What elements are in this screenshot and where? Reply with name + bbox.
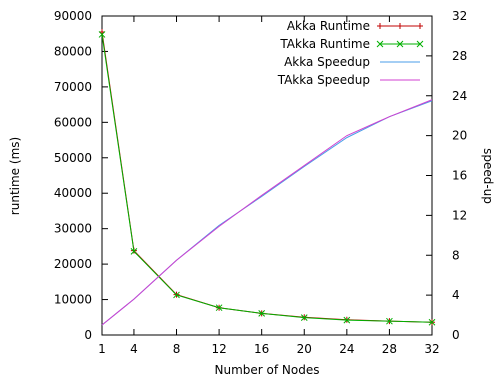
y-tick-label: 20000 bbox=[54, 257, 92, 271]
series-line bbox=[101, 99, 433, 326]
series-line bbox=[101, 34, 433, 323]
x-tick-label: 8 bbox=[173, 342, 181, 356]
axes: 1 4 8 12 16 20 24 28 32 0 10000 20000 30000 40000 5000… bbox=[54, 9, 467, 356]
legend-label: TAkka Speedup bbox=[277, 73, 370, 87]
y2-tick-label: 32 bbox=[452, 9, 467, 23]
x-tick-label: 12 bbox=[211, 342, 226, 356]
data-point-x bbox=[386, 317, 393, 325]
legend-label: TAkka Runtime bbox=[279, 37, 370, 51]
y2-tick-label: 4 bbox=[452, 288, 460, 302]
y-tick-label: 50000 bbox=[54, 151, 92, 165]
data-point-plus bbox=[417, 23, 423, 29]
x-tick-label: 1 bbox=[98, 342, 106, 356]
x-axis-title: Number of Nodes bbox=[215, 363, 320, 377]
plot-frame bbox=[101, 15, 433, 336]
y2-tick-label: 16 bbox=[452, 169, 467, 183]
y-tick-label: 70000 bbox=[54, 80, 92, 94]
y-tick-label: 40000 bbox=[54, 186, 92, 200]
y2-tick-label: 28 bbox=[452, 49, 467, 63]
legend: Akka Runtime TAkka Runtime Akka Speedup TAk… bbox=[277, 19, 424, 87]
data-point-x bbox=[300, 314, 308, 321]
y2-tick-label: 0 bbox=[452, 328, 460, 342]
series-line bbox=[101, 100, 433, 326]
series-takka-runtime bbox=[98, 31, 436, 326]
y2-tick-label: 20 bbox=[452, 129, 467, 143]
x-tick-label: 28 bbox=[382, 342, 397, 356]
legend-label: Akka Runtime bbox=[287, 19, 370, 33]
legend-label: Akka Speedup bbox=[284, 55, 370, 69]
series-lines bbox=[98, 28, 436, 326]
x-tick-label: 20 bbox=[297, 342, 312, 356]
y-tick-label: 0 bbox=[84, 328, 92, 342]
y-tick-label: 10000 bbox=[54, 293, 92, 307]
x-tick-label: 16 bbox=[254, 342, 269, 356]
data-point-x bbox=[428, 318, 436, 326]
data-point-plus bbox=[377, 23, 383, 29]
y2-axis-title: speed-up bbox=[481, 148, 495, 204]
data-point-x bbox=[130, 247, 138, 255]
series-akka-speedup bbox=[101, 100, 433, 326]
series-takka-speedup bbox=[101, 99, 433, 326]
data-point-x bbox=[98, 31, 106, 38]
y-tick-label: 90000 bbox=[54, 9, 92, 23]
y-axis-title: runtime (ms) bbox=[8, 137, 22, 215]
series-akka-runtime bbox=[99, 28, 435, 326]
data-point-x bbox=[173, 291, 180, 299]
x-tick-label: 24 bbox=[339, 342, 354, 356]
y-tick-label: 80000 bbox=[54, 44, 92, 58]
data-point-x bbox=[343, 316, 351, 324]
data-point-x bbox=[258, 310, 266, 317]
data-point-x bbox=[396, 40, 404, 48]
data-point-x bbox=[376, 40, 384, 48]
x-tick-label: 32 bbox=[424, 342, 439, 356]
y2-tick-label: 24 bbox=[452, 89, 467, 103]
data-point-plus bbox=[397, 23, 403, 29]
data-point-x bbox=[215, 304, 223, 312]
data-point-x bbox=[416, 40, 424, 48]
series-line bbox=[101, 31, 433, 323]
y-tick-label: 30000 bbox=[54, 222, 92, 236]
x-tick-label: 4 bbox=[130, 342, 138, 356]
y-tick-label: 60000 bbox=[54, 115, 92, 129]
y2-tick-label: 12 bbox=[452, 208, 467, 222]
y2-tick-label: 8 bbox=[452, 248, 460, 262]
